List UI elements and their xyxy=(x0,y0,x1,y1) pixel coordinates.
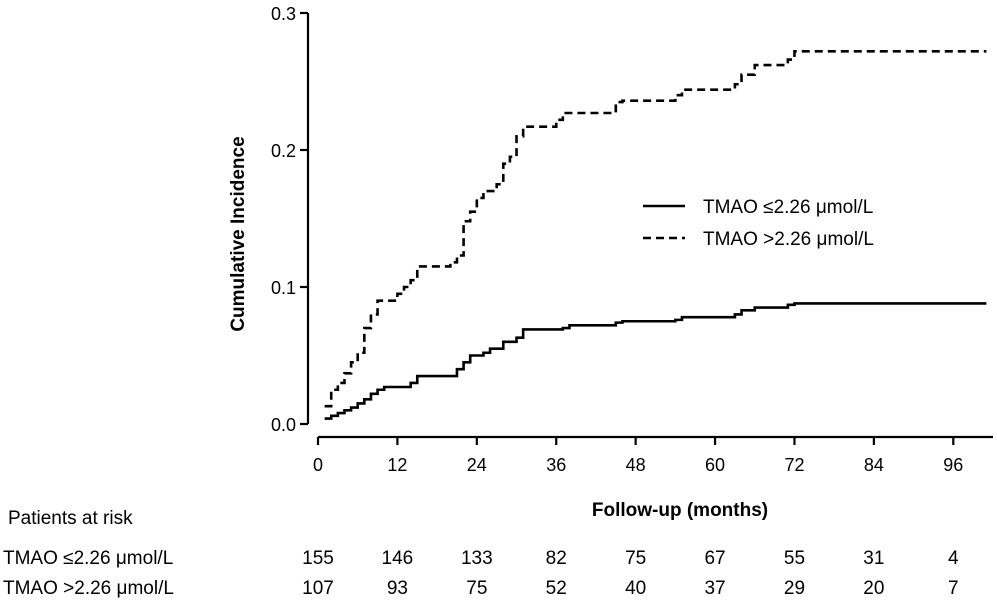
at-risk-value: 40 xyxy=(625,578,646,599)
at-risk-value: 37 xyxy=(704,578,725,599)
legend-label-high: TMAO >2.26 μmol/L xyxy=(703,229,874,250)
legend-label-low: TMAO ≤2.26 μmol/L xyxy=(703,197,873,218)
at-risk-value: 107 xyxy=(302,578,334,599)
at-risk-value: 75 xyxy=(625,548,646,569)
at-risk-value: 155 xyxy=(302,548,334,569)
at-risk-value: 67 xyxy=(704,548,725,569)
legend: TMAO ≤2.26 μmol/L TMAO >2.26 μmol/L xyxy=(643,197,874,250)
series-layer xyxy=(324,50,987,420)
x-tick-label: 72 xyxy=(784,455,804,475)
at-risk-value: 146 xyxy=(382,548,414,569)
x-tick-label: 60 xyxy=(705,455,725,475)
at-risk-table: Patients at risk TMAO ≤2.26 μmol/L TMAO … xyxy=(3,508,959,599)
x-tick-label: 84 xyxy=(864,455,884,475)
at-risk-value: 7 xyxy=(948,578,959,599)
at-risk-value: 133 xyxy=(461,548,493,569)
y-tick-label: 0.2 xyxy=(271,141,296,161)
at-risk-value: 55 xyxy=(784,548,805,569)
axes: 0.0 0.1 0.2 0.3 0 12 24 36 48 60 72 84 96 xyxy=(271,4,993,475)
y-tick-label: 0.1 xyxy=(271,278,296,298)
at-risk-value: 82 xyxy=(546,548,567,569)
at-risk-value: 31 xyxy=(863,548,884,569)
at-risk-title: Patients at risk xyxy=(8,508,133,529)
x-tick-label: 12 xyxy=(387,455,407,475)
y-tick-label: 0.3 xyxy=(271,4,296,24)
x-ticks: 0 12 24 36 48 60 72 84 96 xyxy=(313,437,963,475)
at-risk-value: 52 xyxy=(546,578,567,599)
at-risk-row-label-low: TMAO ≤2.26 μmol/L xyxy=(3,548,173,569)
x-tick-label: 24 xyxy=(467,455,487,475)
at-risk-value: 75 xyxy=(466,578,487,599)
series-line-low-tmao xyxy=(324,302,987,420)
x-axis-title: Follow-up (months) xyxy=(592,500,768,521)
y-tick-label: 0.0 xyxy=(271,415,296,435)
x-tick-label: 0 xyxy=(313,455,323,475)
series-line-high-tmao xyxy=(324,50,987,408)
y-axis-title: Cumulative Incidence xyxy=(228,136,249,331)
at-risk-value: 4 xyxy=(948,548,959,569)
at-risk-values: 155 146 133 82 75 67 55 31 4 107 93 75 52 40 37 29 20 7 xyxy=(302,548,959,599)
x-tick-label: 36 xyxy=(546,455,566,475)
y-ticks: 0.0 0.1 0.2 0.3 xyxy=(271,4,308,435)
at-risk-value: 29 xyxy=(784,578,805,599)
at-risk-row-label-high: TMAO >2.26 μmol/L xyxy=(3,578,174,599)
at-risk-value: 20 xyxy=(863,578,884,599)
at-risk-value: 93 xyxy=(387,578,408,599)
x-tick-label: 48 xyxy=(626,455,646,475)
x-tick-label: 96 xyxy=(943,455,963,475)
